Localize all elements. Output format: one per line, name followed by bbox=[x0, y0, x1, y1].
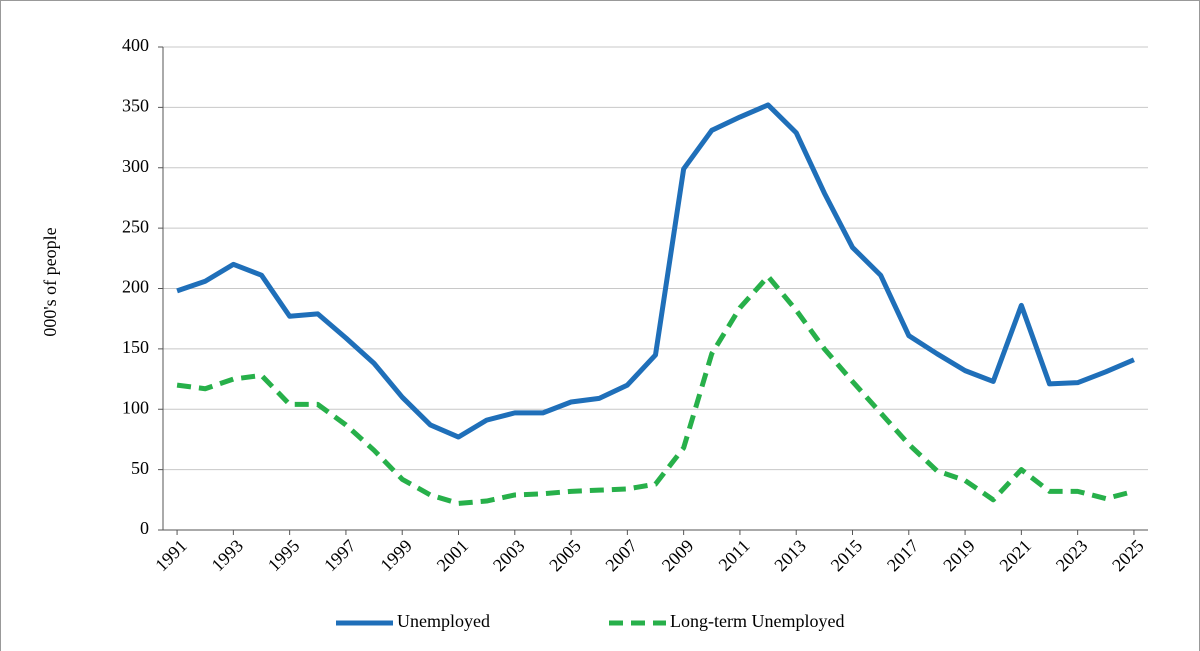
x-tick-label: 1991 bbox=[151, 536, 191, 576]
y-tick-label: 350 bbox=[122, 96, 149, 116]
x-tick-label: 2007 bbox=[602, 536, 642, 576]
x-tick-label: 1999 bbox=[376, 536, 416, 576]
x-tick-label: 1993 bbox=[208, 536, 248, 576]
y-tick-label: 100 bbox=[122, 397, 149, 417]
y-axis-label: 000's of people bbox=[40, 227, 60, 336]
x-tick-label: 1995 bbox=[264, 536, 304, 576]
y-tick-label: 0 bbox=[140, 518, 149, 538]
y-tick-label: 300 bbox=[122, 156, 149, 176]
x-tick-label: 2015 bbox=[827, 536, 867, 576]
x-tick-label: 2011 bbox=[715, 536, 754, 575]
x-tick-label: 2001 bbox=[433, 536, 473, 576]
x-tick-label: 1997 bbox=[320, 536, 360, 576]
legend-label: Unemployed bbox=[397, 611, 490, 631]
x-tick-label: 2009 bbox=[658, 536, 698, 576]
x-tick-label: 2023 bbox=[1052, 536, 1092, 576]
x-tick-label: 2021 bbox=[996, 536, 1036, 576]
legend-label: Long-term Unemployed bbox=[670, 611, 844, 631]
y-tick-label: 250 bbox=[122, 216, 149, 236]
x-tick-label: 2017 bbox=[883, 536, 923, 576]
series-line bbox=[176, 273, 1135, 506]
x-tick-label: 2019 bbox=[939, 536, 979, 576]
x-tick-label: 2003 bbox=[489, 536, 529, 576]
y-tick-label: 400 bbox=[122, 35, 149, 55]
y-tick-label: 150 bbox=[122, 337, 149, 357]
y-tick-label: 50 bbox=[131, 458, 149, 478]
y-tick-label: 200 bbox=[122, 277, 149, 297]
x-tick-label: 2025 bbox=[1108, 536, 1148, 576]
series-line bbox=[176, 102, 1135, 440]
x-tick-label: 2005 bbox=[545, 536, 585, 576]
x-tick-label: 2013 bbox=[770, 536, 810, 576]
